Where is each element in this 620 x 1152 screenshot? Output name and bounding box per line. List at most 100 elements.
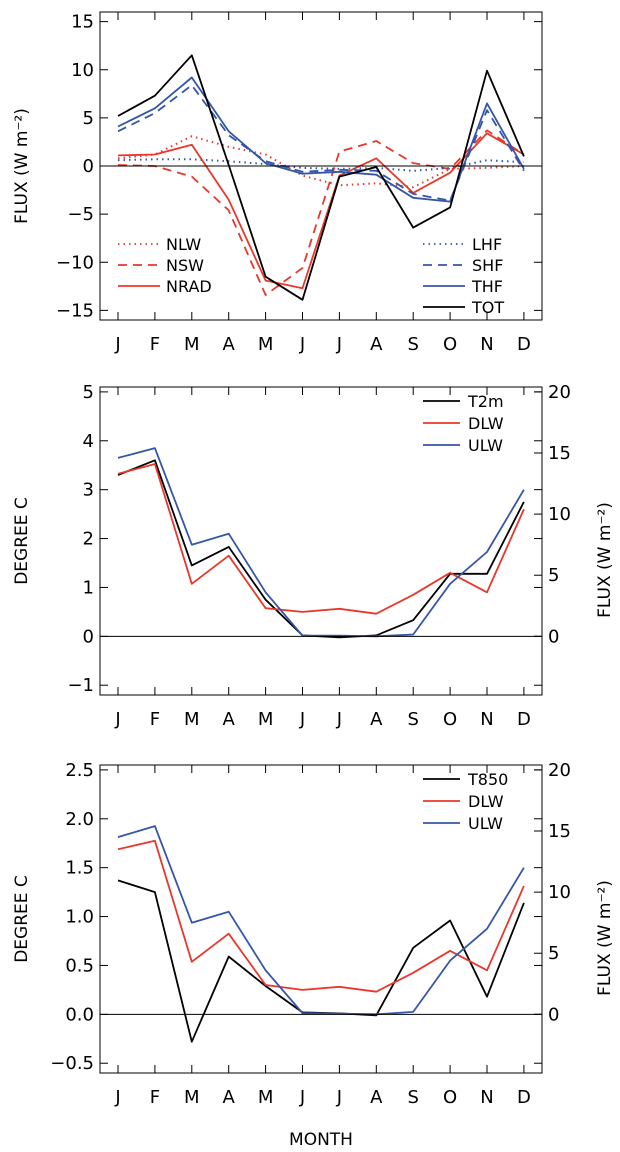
x-axis-label: MONTH <box>289 1130 353 1150</box>
panel-2-t2m: −1 0 1 2 3 4 5 0 5 10 15 20 J F M A M J J A S O N D T2m DLW ULW… <box>12 382 615 730</box>
y-tick-label: 2.0 <box>65 809 94 830</box>
x-tick-label-F: F <box>150 1087 160 1108</box>
series-ulw <box>117 825 525 1016</box>
x-tick-label-J: J <box>336 709 342 730</box>
y-tick-label: −10 <box>56 252 94 273</box>
legend-label-nrad: NRAD <box>166 277 212 296</box>
legend-label-thf: THF <box>471 277 503 296</box>
series-dlw <box>117 839 525 993</box>
x-tick-label-O: O <box>443 1087 457 1108</box>
x-tick-label-M: M <box>258 334 274 355</box>
panel-3-t850: −0.5 0.0 0.5 1.0 1.5 2.0 2.5 0 5 10 15 20 J F M A M J J A… <box>12 760 615 1108</box>
y-right-tick-label: 20 <box>548 760 571 781</box>
x-tick-label-F: F <box>150 334 160 355</box>
y-tick-label: 10 <box>71 60 94 81</box>
y-axis-label: DEGREE C <box>12 497 32 585</box>
x-tick-label-D: D <box>517 334 531 355</box>
legend-label-dlw: DLW <box>468 792 504 811</box>
x-tick-label-N: N <box>480 1087 493 1108</box>
x-tick-label-N: N <box>480 334 493 355</box>
legend-label-shf: SHF <box>472 256 503 275</box>
series-group <box>117 447 525 639</box>
y-tick-label: 2 <box>83 529 94 550</box>
y-right-tick-label: 15 <box>548 821 571 842</box>
panel-1-flux-components: −15 −10 −5 0 5 10 15 J F M A M J J A S O N D NLW NSW NRAD LH… <box>12 11 543 355</box>
series-nlw <box>117 135 524 189</box>
x-tick-label-D: D <box>517 709 531 730</box>
series-group <box>117 54 525 301</box>
y-right-tick-label: 5 <box>548 943 559 964</box>
plot-frame <box>99 764 543 1074</box>
legend-label-t2m: T2m <box>467 392 504 411</box>
x-tick-label-A: A <box>370 334 383 355</box>
x-tick-label-M: M <box>184 709 200 730</box>
x-tick-label-A: A <box>370 1087 383 1108</box>
y-axis-ticks: −1 0 1 2 3 4 5 <box>67 382 542 696</box>
x-tick-label-O: O <box>443 334 457 355</box>
x-tick-label-S: S <box>407 709 418 730</box>
y-tick-label: 5 <box>83 108 94 129</box>
y-right-tick-label: 15 <box>548 443 571 464</box>
x-tick-label-F: F <box>150 709 160 730</box>
legend-label-dlw: DLW <box>468 414 504 433</box>
y-tick-label: 1.0 <box>65 907 94 928</box>
x-tick-label-M: M <box>258 709 274 730</box>
x-tick-label-J: J <box>336 1087 342 1108</box>
y-right-tick-label: 5 <box>548 565 559 586</box>
y-right-tick-label: 20 <box>548 382 571 403</box>
x-tick-label-J: J <box>114 334 120 355</box>
y-tick-label: −15 <box>56 300 94 321</box>
x-tick-label-J: J <box>299 709 305 730</box>
y-tick-label: 5 <box>83 382 94 403</box>
legend-label-nsw: NSW <box>166 256 204 275</box>
legend: T2m DLW ULW <box>423 392 504 455</box>
y-tick-label: 0.0 <box>65 1004 94 1025</box>
x-tick-label-J: J <box>299 334 305 355</box>
series-group <box>117 825 525 1043</box>
y-axis-label: DEGREE C <box>12 875 32 963</box>
x-tick-label-A: A <box>223 1087 236 1108</box>
y-axis-right-label: FLUX (W m⁻²) <box>595 502 615 618</box>
y-right-tick-label: 10 <box>548 504 571 525</box>
y-tick-label: 15 <box>71 12 94 33</box>
legend: NLW NSW NRAD LHF SHF THF TOT <box>118 235 504 317</box>
plot-frame <box>99 386 543 696</box>
series-dlw <box>117 463 525 615</box>
series-shf <box>117 84 525 202</box>
legend-label-tot: TOT <box>471 298 504 317</box>
series-tot <box>117 54 525 301</box>
series-ulw <box>117 447 525 638</box>
x-tick-label-J: J <box>336 334 342 355</box>
x-tick-label-J: J <box>114 1087 120 1108</box>
x-tick-label-S: S <box>407 334 418 355</box>
y-axis-right-label: FLUX (W m⁻²) <box>595 880 615 996</box>
series-thf <box>117 76 525 203</box>
x-tick-label-O: O <box>443 709 457 730</box>
legend-label-nlw: NLW <box>166 235 201 254</box>
y-tick-label: 0.5 <box>65 955 94 976</box>
series-nsw <box>117 129 525 296</box>
x-tick-label-M: M <box>184 334 200 355</box>
y-right-tick-label: 10 <box>548 882 571 903</box>
y-tick-label: 3 <box>83 480 94 501</box>
y-right-tick-label: 0 <box>548 1004 559 1025</box>
x-tick-label-J: J <box>299 1087 305 1108</box>
x-tick-label-S: S <box>407 1087 418 1108</box>
y-tick-label: 4 <box>83 431 94 452</box>
x-tick-label-M: M <box>258 1087 274 1108</box>
y-axis-right-ticks: 0 5 10 15 20 <box>534 760 571 1025</box>
y-axis-right-ticks: 0 5 10 15 20 <box>534 382 571 647</box>
x-tick-label-M: M <box>184 1087 200 1108</box>
series-t850 <box>117 879 525 1043</box>
x-tick-label-A: A <box>223 334 236 355</box>
x-tick-label-N: N <box>480 709 493 730</box>
y-tick-label: 2.5 <box>65 760 94 781</box>
y-right-tick-label: 0 <box>548 626 559 647</box>
y-tick-label: 1.5 <box>65 858 94 879</box>
legend-label-t850: T850 <box>467 770 508 789</box>
y-tick-label: −5 <box>67 204 94 225</box>
